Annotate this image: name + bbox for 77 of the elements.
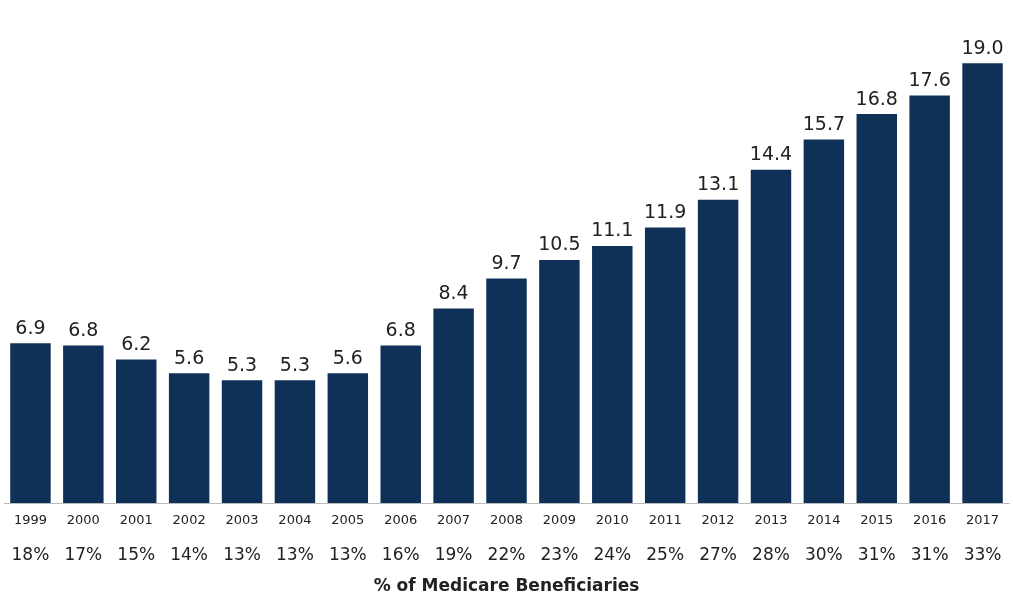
data-label: 15.7	[802, 111, 846, 134]
data-label: 9.7	[491, 250, 522, 273]
data-label: 10.5	[538, 232, 581, 255]
x-tick-label: 2015	[860, 512, 894, 528]
x-tick-label: 2005	[331, 512, 365, 528]
x-tick-label: 2004	[278, 512, 312, 528]
data-label: 5.3	[226, 352, 258, 375]
x-tick-label: 2013	[754, 512, 788, 528]
text: 13%	[276, 544, 314, 565]
data-label: 6.2	[121, 331, 152, 354]
data-label: 19.0	[961, 35, 1004, 58]
bar	[644, 227, 686, 503]
data-label: 6.9	[15, 315, 46, 338]
bar	[909, 95, 950, 503]
data-label: 5.6	[332, 345, 363, 368]
x-tick-label: 2010	[595, 512, 629, 528]
data-label: 17.6	[908, 68, 951, 90]
text: 17%	[64, 544, 103, 565]
x-tick-label: 2012	[701, 512, 735, 528]
bar	[274, 380, 316, 503]
bar	[697, 199, 739, 503]
text: 14%	[170, 544, 209, 565]
bar	[592, 246, 633, 503]
text: 22%	[487, 544, 526, 565]
text: 13%	[328, 544, 367, 565]
x-tick-label: 2011	[648, 512, 682, 528]
text: 27%	[699, 544, 737, 565]
text: 33%	[963, 544, 1002, 565]
text: 23%	[540, 544, 579, 565]
data-label: 8.4	[438, 280, 469, 303]
bar	[327, 373, 369, 503]
bar	[10, 343, 51, 503]
bar	[433, 308, 474, 503]
bar	[856, 114, 897, 503]
data-label: 6.8	[385, 318, 416, 341]
text: 15%	[117, 544, 156, 565]
bar	[168, 373, 210, 503]
data-label: 6.8	[68, 318, 99, 341]
bar	[63, 345, 104, 503]
x-tick-label: 2006	[384, 512, 418, 528]
x-tick-label: 2003	[225, 512, 259, 528]
bar	[221, 380, 263, 503]
x-tick-label: 2000	[66, 512, 100, 528]
x-axis-title: % of Medicare Beneficiaries	[373, 575, 640, 596]
text: 31%	[910, 544, 949, 565]
text: 31%	[857, 544, 896, 565]
text: 25%	[646, 544, 685, 565]
x-tick-label: 2014	[807, 512, 841, 528]
text: 24%	[593, 544, 632, 565]
text: 16%	[381, 544, 420, 565]
text: 13%	[223, 544, 261, 565]
bar	[750, 169, 792, 503]
data-label: 14.4	[749, 142, 793, 165]
bar	[486, 278, 527, 503]
x-tick-label: 2001	[119, 512, 153, 528]
x-tick-label: 2017	[966, 512, 1000, 528]
x-tick-label: 2016	[913, 512, 947, 528]
bar	[962, 63, 1003, 503]
x-tick-label: 1999	[13, 512, 47, 528]
x-tick-label: 2008	[489, 512, 524, 528]
bar	[539, 259, 580, 503]
data-label: 5.3	[279, 352, 311, 375]
bar	[803, 139, 845, 503]
x-tick-label: 2007	[437, 512, 471, 528]
data-label: 11.1	[591, 218, 634, 241]
data-label: 16.8	[855, 86, 898, 109]
text: 28%	[752, 544, 790, 565]
bar	[116, 359, 157, 503]
bar	[380, 345, 421, 503]
text: 19%	[434, 544, 473, 565]
x-tick-label: 2009	[542, 512, 576, 528]
data-label: 13.1	[696, 172, 740, 195]
data-label: 5.6	[174, 345, 205, 368]
text: 18%	[11, 544, 50, 565]
data-label: 11.9	[644, 199, 687, 222]
x-tick-label: 2002	[172, 512, 206, 528]
text: 30%	[804, 544, 843, 565]
